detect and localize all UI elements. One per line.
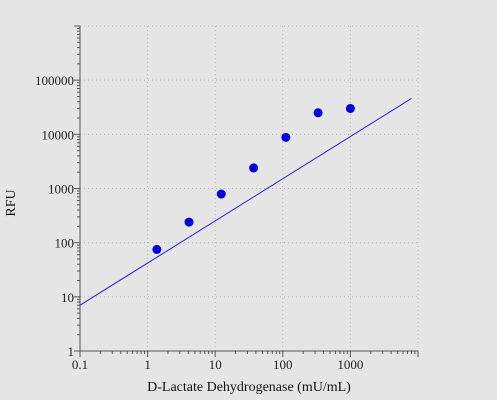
data-point (249, 163, 259, 173)
y-tick-label: 1 (68, 344, 75, 359)
x-axis-title: D-Lactate Dehydrogenase (mU/mL) (147, 380, 351, 395)
axes (74, 25, 419, 357)
data-point (184, 217, 194, 227)
data-point (281, 132, 291, 142)
y-tick-label: 100 (55, 236, 75, 251)
data-point (216, 189, 226, 199)
grid-lines (80, 25, 419, 351)
x-tick-label: 100 (273, 357, 293, 372)
data-point (345, 103, 355, 113)
x-tick-label: 1 (144, 357, 151, 372)
y-axis-title: RFU (4, 189, 19, 216)
data-points (152, 103, 355, 254)
y-tick-label: 10 (61, 290, 74, 305)
fit-line (79, 98, 412, 306)
x-tick-label: 1000 (337, 357, 363, 372)
x-tick-label: 10 (209, 357, 222, 372)
y-tick-label: 10000 (42, 127, 75, 142)
y-tick-label: 100000 (35, 73, 74, 88)
y-tick-label: 1000 (48, 182, 74, 197)
data-point (313, 108, 323, 118)
x-tick-label: 0.1 (72, 357, 88, 372)
data-point (152, 244, 162, 254)
